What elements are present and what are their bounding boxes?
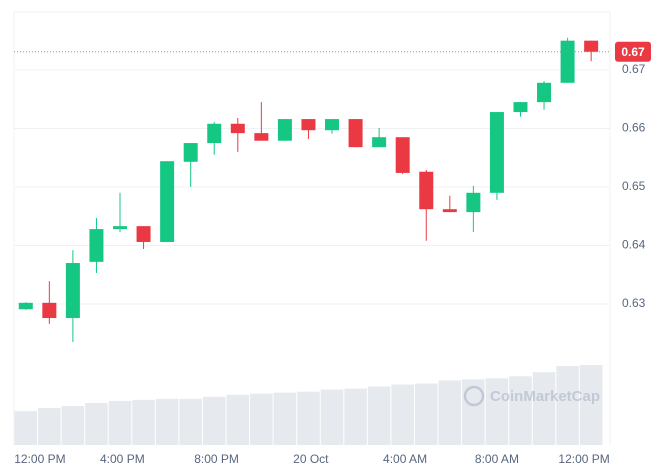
volume-bar: [579, 365, 603, 445]
volume-bar: [132, 399, 155, 445]
watermark-text: CoinMarketCap: [490, 388, 600, 405]
candle-body: [372, 137, 387, 148]
volume-bar: [485, 378, 509, 445]
volume-bar: [556, 366, 579, 445]
candle-body: [419, 171, 434, 210]
candle-body: [466, 192, 481, 213]
volume-bar: [320, 389, 344, 445]
x-tick-label: 4:00 AM: [383, 452, 427, 466]
volume-bar: [297, 391, 320, 445]
candle-body: [395, 137, 410, 173]
candle-body: [136, 226, 151, 242]
candle-body: [230, 123, 245, 134]
volume-bar: [155, 398, 179, 445]
y-tick-label: 0.66: [622, 121, 646, 135]
volume-bar: [85, 402, 108, 445]
candle-body: [18, 302, 33, 310]
y-tick-label: 0.63: [622, 296, 646, 310]
x-tick-label: 12:00 PM: [14, 452, 65, 466]
x-tick-label: 12:00 PM: [558, 452, 609, 466]
candle-body: [560, 40, 575, 83]
volume-bar: [38, 408, 61, 445]
volume-bar: [462, 379, 485, 445]
candle-body: [489, 112, 504, 193]
candle-body: [254, 133, 269, 141]
volume-bar: [202, 396, 226, 445]
candle-body: [277, 119, 292, 141]
y-tick-label: 0.67: [622, 62, 646, 76]
volume-bar: [14, 411, 38, 445]
volume-bar: [438, 380, 462, 445]
volume-bar: [532, 372, 556, 445]
last-price-badge: [615, 41, 651, 62]
volume-bar: [344, 388, 367, 445]
volume-bar: [391, 384, 414, 445]
candle-body: [42, 302, 57, 319]
candle-body: [348, 119, 363, 148]
candle-body: [442, 209, 457, 213]
last-price-label: 0.67: [621, 45, 645, 59]
volume-bar: [179, 398, 202, 445]
watermark: CoinMarketCap: [463, 385, 600, 407]
x-tick-label: 8:00 PM: [194, 452, 239, 466]
watermark-logo: [463, 385, 485, 407]
candle-body: [207, 123, 222, 144]
volume-bar: [226, 394, 250, 445]
x-tick-label: 8:00 AM: [475, 452, 519, 466]
candle-body: [513, 102, 528, 113]
volume-bar: [108, 400, 132, 445]
candle-body: [537, 82, 552, 103]
candle-body: [65, 263, 80, 319]
candle-body: [160, 161, 175, 242]
y-tick-label: 0.64: [622, 238, 646, 252]
x-tick-label: 4:00 PM: [100, 452, 145, 466]
candle-body: [584, 40, 599, 52]
volume-bar: [414, 383, 438, 445]
candle-body: [113, 226, 128, 230]
volume-bar: [273, 392, 297, 445]
x-tick-label: 20 Oct: [293, 452, 329, 466]
volume-bar: [509, 376, 532, 445]
candle-body: [183, 143, 198, 162]
candle-body: [325, 119, 340, 131]
volume-bar: [61, 406, 85, 445]
candle-body: [89, 229, 104, 262]
volume-bar: [250, 393, 273, 445]
volume-bar: [367, 386, 391, 445]
y-tick-label: 0.65: [622, 179, 646, 193]
candle-body: [301, 119, 316, 131]
